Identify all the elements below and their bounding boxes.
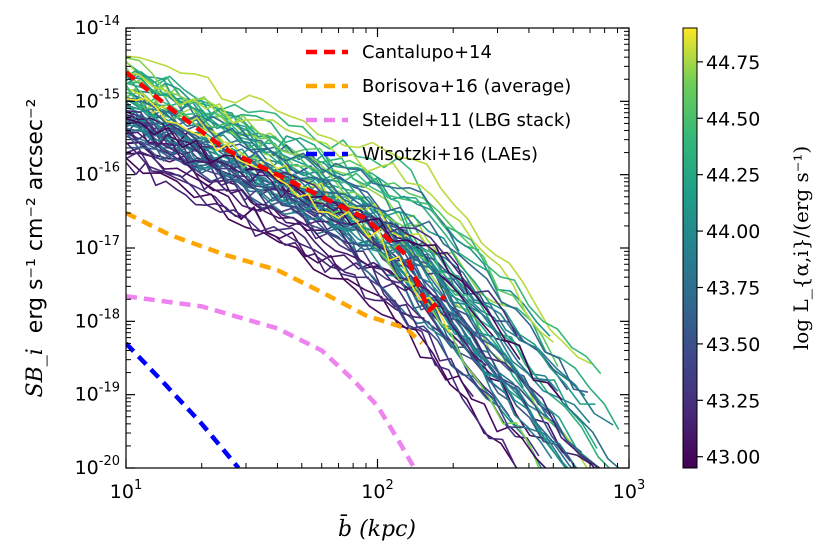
legend-label-1: Cantalupo+14 bbox=[362, 42, 492, 63]
y-tick-label: 10-14 bbox=[75, 14, 120, 39]
colorbar-label: log L_{α,i}/(erg s⁻¹) bbox=[789, 146, 813, 350]
profile-line bbox=[126, 88, 460, 252]
y-tick-label: 10-19 bbox=[75, 381, 120, 406]
profile-line bbox=[126, 76, 596, 405]
colorbar-tick-label: 43.75 bbox=[706, 277, 760, 299]
profile-line bbox=[126, 98, 573, 468]
y-tick-label: 10-17 bbox=[75, 234, 120, 259]
colorbar-frame bbox=[682, 27, 698, 469]
colorbar-tick-label: 43.00 bbox=[706, 447, 760, 469]
y-tick-label: 10-16 bbox=[75, 161, 120, 186]
colorbar-tick-label: 44.50 bbox=[706, 108, 760, 130]
profile-line bbox=[126, 71, 554, 343]
colorbar-tick-label: 43.50 bbox=[706, 334, 760, 356]
y-tick-label: 10-15 bbox=[75, 87, 120, 112]
colorbar-tick-label: 43.25 bbox=[706, 390, 760, 412]
legend: Cantalupo+14 Borisova+16 (average) Steidel… bbox=[306, 42, 571, 165]
profile-line bbox=[126, 135, 577, 468]
legend-label-4: Wisotzki+16 (LAEs) bbox=[362, 144, 538, 165]
profile-line bbox=[126, 114, 523, 429]
svg-text:SB_i erg s⁻¹ cm⁻² arcsec: SB_i erg s⁻¹ cm⁻² arcsec⁻² bbox=[23, 99, 48, 398]
profile-line bbox=[126, 115, 550, 420]
profile-line bbox=[126, 114, 589, 393]
colorbar-tick-label: 44.00 bbox=[706, 221, 760, 243]
reference-curves bbox=[126, 70, 447, 468]
y-axis: 10-20 10-19 10-18 10-17 10-16 10-15 10-14 bbox=[75, 14, 629, 479]
x-axis: 101 102 103 bbox=[110, 28, 645, 503]
profile-line bbox=[126, 84, 602, 375]
y-axis-label: SB_i erg s⁻¹ cm⁻² arcsec⁻² bbox=[23, 99, 48, 398]
profile-line bbox=[126, 55, 592, 365]
profile-line bbox=[126, 97, 451, 334]
x-tick-label: 101 bbox=[110, 478, 142, 503]
x-tick-label: 102 bbox=[361, 478, 393, 503]
profile-line bbox=[126, 131, 487, 367]
legend-label-2: Borisova+16 (average) bbox=[362, 76, 571, 97]
profile-line bbox=[126, 61, 620, 430]
profile-line bbox=[126, 152, 547, 468]
colorbar-tick-label: 44.75 bbox=[706, 52, 760, 74]
y-axis-label-math: SB_i bbox=[23, 348, 48, 397]
y-axis-label-units: erg s⁻¹ cm⁻² arcsec⁻² bbox=[23, 99, 48, 334]
profile-line bbox=[126, 114, 525, 388]
ref-series-line-4 bbox=[126, 341, 241, 468]
ref-series-line-3 bbox=[126, 293, 417, 468]
y-tick-label: 10-20 bbox=[75, 454, 120, 479]
colorbar-label-text: log L_{α,i}/(erg s⁻¹) bbox=[789, 146, 813, 350]
ref-series-line-1 bbox=[126, 70, 447, 313]
profile-line bbox=[126, 57, 540, 468]
profile-line bbox=[126, 121, 469, 295]
profile-line bbox=[126, 150, 518, 468]
y-tick-label: 10-18 bbox=[75, 307, 120, 332]
colorbar-tick-label: 44.25 bbox=[706, 165, 760, 187]
colorbar bbox=[683, 28, 697, 468]
x-axis-label: b̄ (kpc) bbox=[338, 514, 416, 542]
x-tick-label: 103 bbox=[613, 478, 645, 503]
profile-line bbox=[126, 70, 458, 294]
legend-label-3: Steidel+11 (LBG stack) bbox=[362, 110, 571, 131]
ref-series-line-2 bbox=[126, 210, 424, 346]
colorbar-ticks: 43.00 43.25 43.50 43.75 44.00 44.25 44.50 44.75 bbox=[697, 52, 760, 469]
